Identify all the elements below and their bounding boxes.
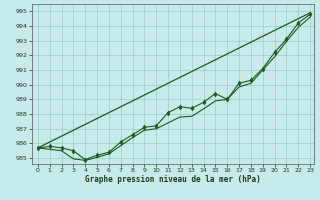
X-axis label: Graphe pression niveau de la mer (hPa): Graphe pression niveau de la mer (hPa) xyxy=(85,175,261,184)
